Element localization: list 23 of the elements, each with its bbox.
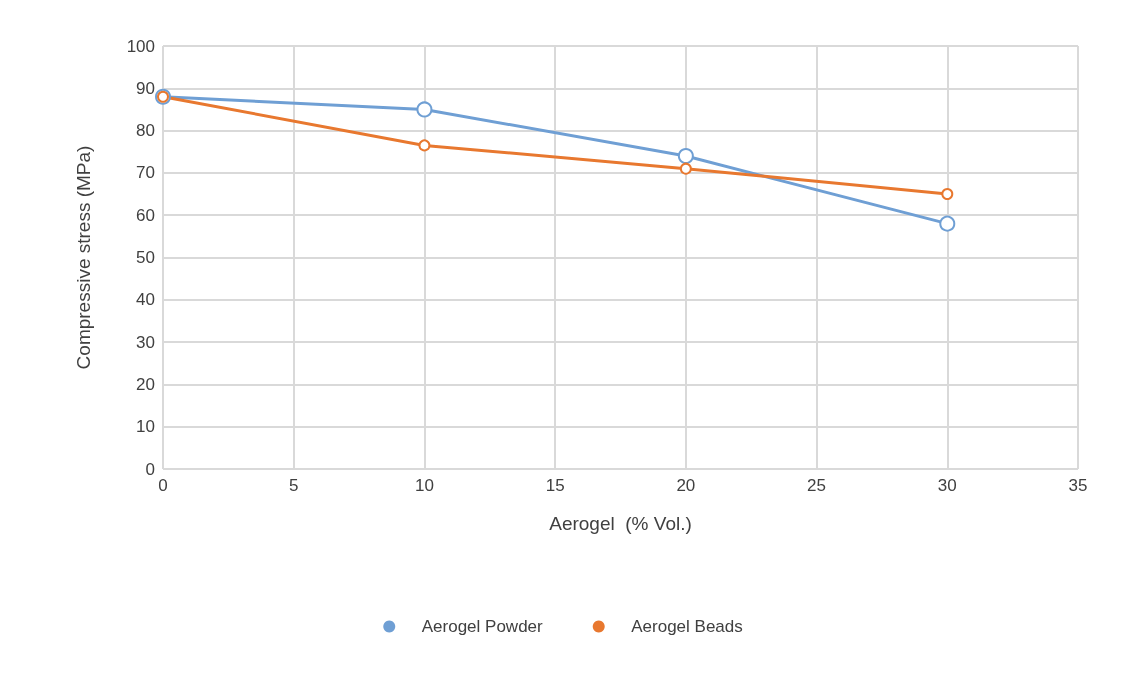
y-tick-label: 30 bbox=[136, 332, 155, 352]
y-tick-label: 40 bbox=[136, 290, 155, 310]
x-tick-label: 30 bbox=[937, 476, 957, 495]
y-tick-label: 50 bbox=[136, 248, 155, 267]
y-tick-label: 90 bbox=[136, 78, 155, 98]
x-axis-title: Aerogel (% Vol.) bbox=[549, 513, 692, 534]
y-tick-label: 0 bbox=[145, 459, 155, 479]
y-tick-label: 80 bbox=[136, 121, 155, 141]
y-tick-label: 70 bbox=[136, 163, 155, 183]
y-tick-label: 100 bbox=[126, 36, 155, 56]
y-tick-label: 20 bbox=[136, 374, 155, 394]
legend-label: Aerogel Powder bbox=[421, 617, 544, 636]
x-tick-label: 5 bbox=[288, 476, 299, 495]
x-tick-label: 15 bbox=[545, 476, 565, 495]
y-tick-label: 10 bbox=[136, 417, 155, 437]
x-tick-label: 10 bbox=[414, 476, 434, 495]
legend-label: Aerogel Beads bbox=[631, 617, 743, 636]
x-tick-label: 35 bbox=[1068, 476, 1088, 495]
x-tick-label: 25 bbox=[807, 476, 827, 495]
x-tick-label: 20 bbox=[676, 476, 696, 495]
y-tick-label: 60 bbox=[136, 205, 155, 225]
x-tick-label: 0 bbox=[158, 476, 168, 495]
y-axis-title: Compressive stress (MPa) bbox=[73, 145, 94, 370]
